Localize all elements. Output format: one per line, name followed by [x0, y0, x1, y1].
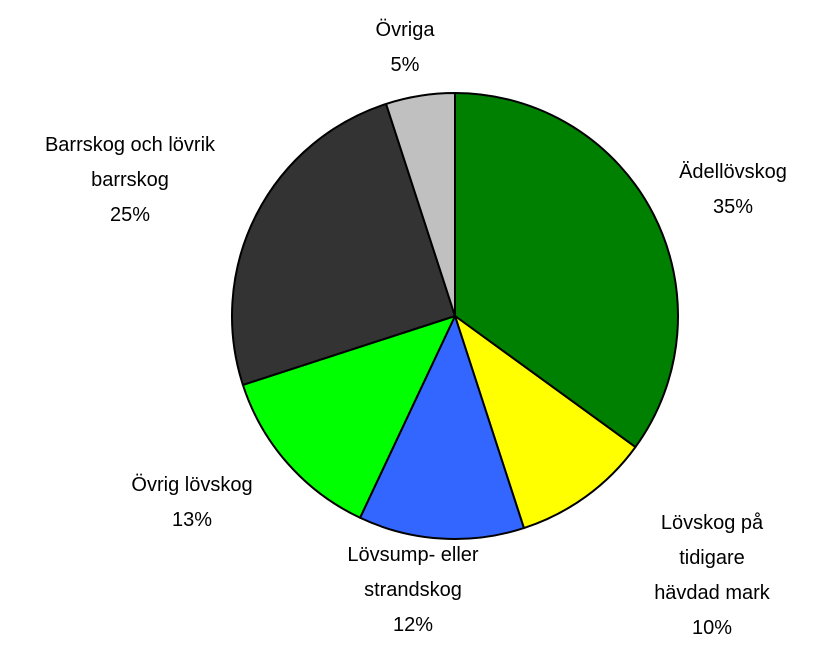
value-label: 10%: [691, 617, 733, 639]
category-label: Övrig lövskog: [131, 474, 253, 496]
category-label: Ädellövskog: [679, 161, 787, 183]
pie-slice: [385, 92, 456, 317]
slice-label: Övriga 5%: [376, 13, 435, 83]
value-label: 13%: [171, 509, 213, 531]
pie-slice: [454, 315, 637, 530]
pie-slice: [231, 102, 456, 386]
slice-label: Lövsump- eller strandskog 12%: [347, 538, 478, 643]
slice-label: Ädellövskog 35%: [679, 155, 787, 225]
value-label: 35%: [712, 196, 754, 218]
category-label: Övriga: [375, 19, 435, 41]
pie-slice: [359, 315, 525, 540]
value-label: 5%: [390, 54, 420, 76]
category-label: Barrskog och lövrik barrskog: [44, 134, 216, 191]
pie-slice: [241, 315, 456, 519]
slice-label: Lövskog på tidigare hävdad mark 10%: [652, 506, 772, 646]
slice-label: Barrskog och lövrik barrskog 25%: [45, 128, 215, 233]
category-label: Lövsump- eller strandskog: [347, 544, 479, 601]
category-label: Lövskog på tidigare hävdad mark: [654, 512, 770, 604]
slice-label: Övrig lövskog 13%: [131, 468, 252, 538]
pie-slice: [454, 92, 679, 449]
value-label: 25%: [109, 204, 151, 226]
value-label: 12%: [392, 614, 434, 636]
